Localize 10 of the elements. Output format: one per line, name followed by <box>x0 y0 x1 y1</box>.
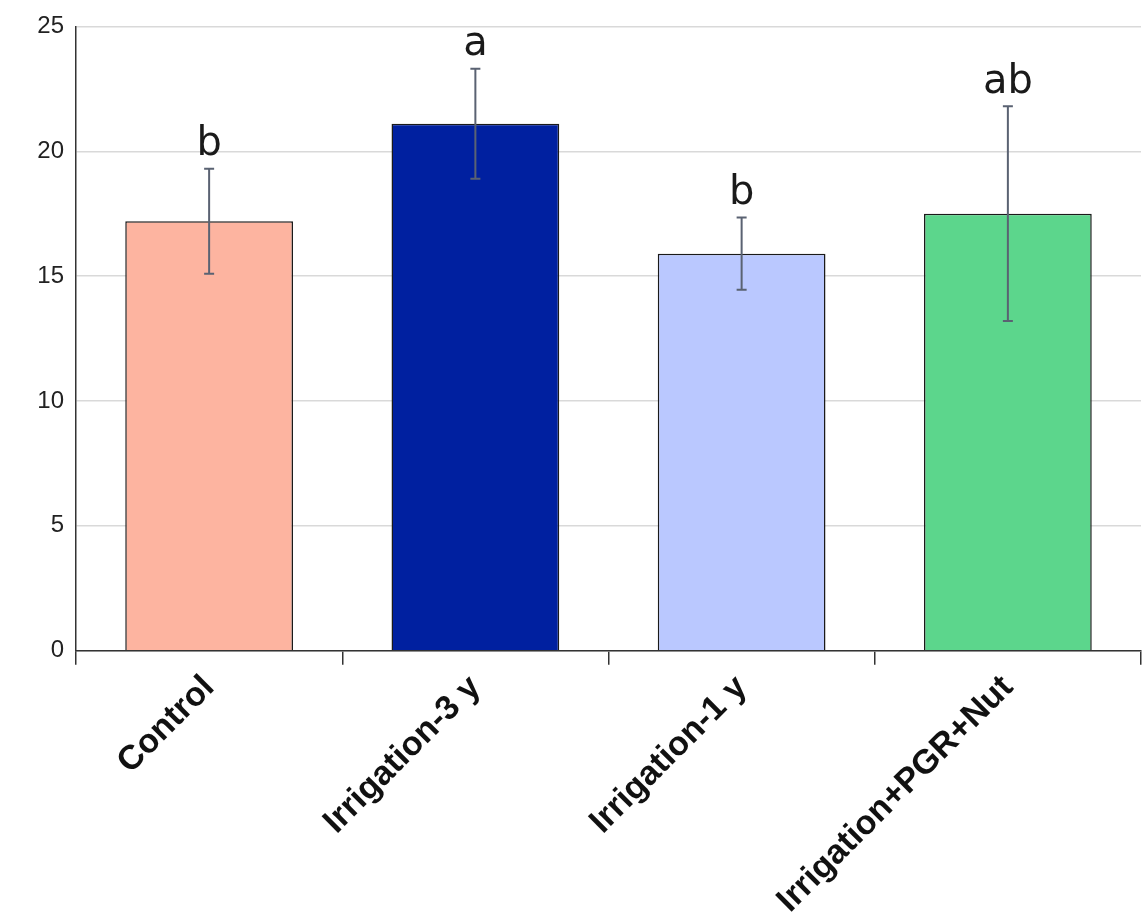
y-tick-label: 5 <box>50 510 64 538</box>
annotation: a <box>463 18 488 65</box>
y-tick-label: 0 <box>50 635 64 663</box>
y-tick-label: 15 <box>37 260 64 288</box>
annotation: b <box>728 166 755 213</box>
annotation: ab <box>982 55 1033 102</box>
y-tick-label: 20 <box>37 135 64 163</box>
y-tick-label: 25 <box>37 11 64 39</box>
annotation: b <box>196 118 222 165</box>
y-tick-label: 10 <box>37 385 64 413</box>
